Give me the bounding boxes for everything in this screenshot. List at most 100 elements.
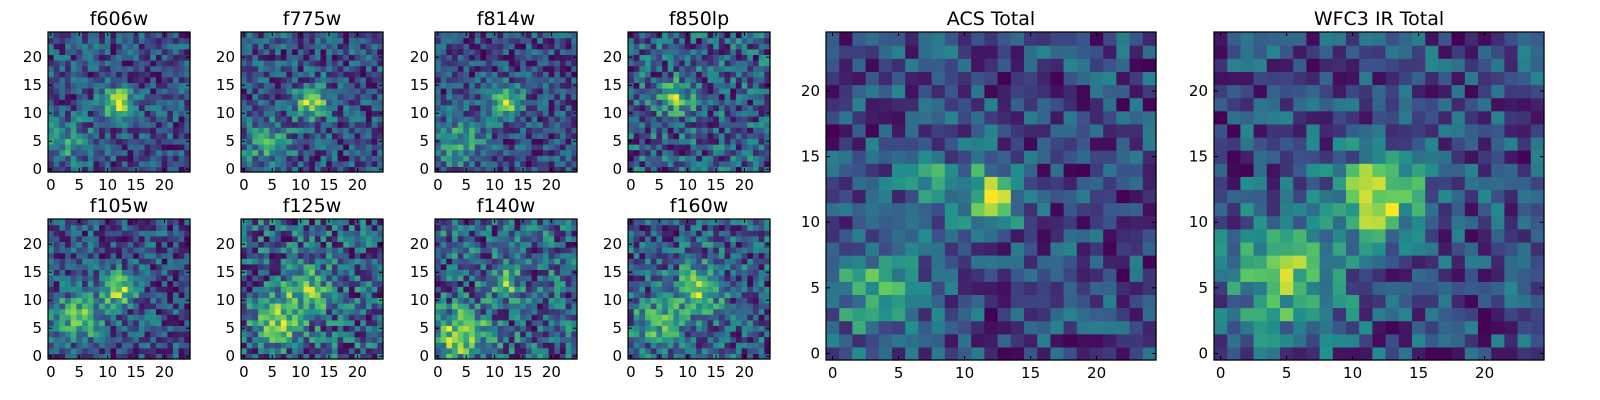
heatmap-cell [314,308,322,315]
heatmap-cell [446,297,453,304]
heatmap-cell [172,347,180,354]
heatmap-cell [280,48,288,55]
heatmap-cell [662,48,669,55]
heatmap-cell [337,166,344,173]
heatmap-cell [503,99,510,106]
heatmap-cell [707,160,714,167]
heatmap-cell [93,319,100,326]
heatmap-cell [246,144,253,151]
heatmap-cell [571,93,578,100]
heatmap-cell [70,37,77,44]
heatmap-cell [684,342,692,349]
heatmap-cell [463,314,470,321]
heatmap-cell [656,132,663,139]
heatmap-cell [724,116,731,123]
heatmap-cell [435,93,442,100]
heatmap-cell [457,37,464,44]
heatmap-cell [138,219,146,226]
heatmap-cell [65,110,72,117]
heatmap-cell [559,37,567,44]
heatmap-cell [690,82,697,89]
heatmap-cell [508,314,516,321]
heatmap-cell [133,65,140,72]
heatmap-cell [155,71,163,78]
heatmap-cell [343,224,350,231]
heatmap-cell [520,116,527,123]
heatmap-cell [155,88,163,95]
heatmap-cell [457,93,464,100]
heatmap-cell [241,291,248,298]
heatmap-cell [59,144,66,151]
heatmap-cell [161,104,168,111]
heatmap-cell [645,76,652,83]
heatmap-cell [491,155,499,162]
heatmap-cell [537,149,544,156]
heatmap-cell [275,54,282,61]
heatmap-cell [292,110,299,117]
heatmap-cell [491,325,499,332]
heatmap-cell [110,336,117,343]
y-tick-label: 15 [410,263,429,281]
heatmap-cell [684,37,692,44]
heatmap-cell [480,219,487,226]
heatmap-cell [127,54,134,61]
heatmap-cell [354,132,361,139]
heatmap-cell [161,76,168,83]
heatmap-cell [440,155,447,162]
heatmap-cell [360,54,367,61]
heatmap-cell [144,104,151,111]
heatmap-cell [684,104,692,111]
heatmap-cell [155,269,163,276]
heatmap-cell [297,263,305,270]
heatmap-cell [241,263,248,270]
heatmap-cell [435,88,442,95]
heatmap-cell [656,297,663,304]
heatmap-cell [138,110,146,117]
heatmap-cell [252,286,259,293]
heatmap-cell [127,224,134,231]
heatmap-cell [525,241,533,248]
heatmap-cell [486,286,493,293]
heatmap-cell [662,166,669,173]
heatmap-cell [65,219,72,226]
heatmap-cell [297,88,305,95]
x-tick-label: 0 [46,363,56,381]
heatmap-cell [684,325,692,332]
heatmap-cell [155,280,163,287]
heatmap-cell [269,269,276,276]
heatmap-cell [309,347,316,354]
heatmap-cell [104,325,112,332]
heatmap-cell [292,32,299,39]
heatmap-cell [446,303,453,310]
heatmap-cell [713,347,720,354]
heatmap-cell [343,342,350,349]
heatmap-cell [155,144,163,151]
heatmap-cell [150,116,157,123]
heatmap-cell [758,166,765,173]
heatmap-cell [314,71,322,78]
heatmap-cell [116,297,123,304]
heatmap-cell [93,336,100,343]
heatmap-cell [480,166,487,173]
heatmap-cell [121,241,129,248]
heatmap-cell [752,342,760,349]
heatmap-cell [59,303,66,310]
heatmap-cell [297,286,305,293]
heatmap-cell [565,104,572,111]
heatmap-cell [258,116,265,123]
heatmap-cell [662,110,669,117]
heatmap-cell [365,314,373,321]
x-tick-label: 5 [267,176,277,194]
heatmap-cell [452,121,459,128]
heatmap-cell [252,342,259,349]
heatmap-cell [150,336,157,343]
heatmap-cell [696,280,703,287]
heatmap-cell [542,347,550,354]
heatmap-cell [735,297,743,304]
heatmap-cell [127,241,134,248]
heatmap-cell [331,54,339,61]
heatmap-cell [446,336,453,343]
heatmap-cell [701,76,709,83]
heatmap-cell [320,235,327,242]
heatmap-cell [309,121,316,128]
